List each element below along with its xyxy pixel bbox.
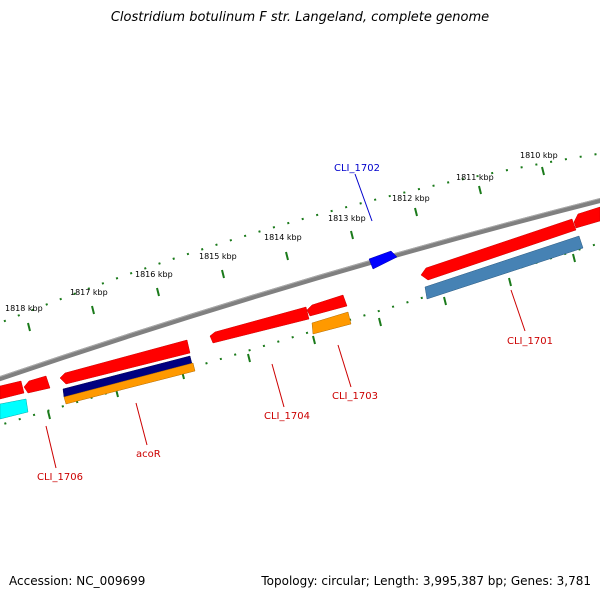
tick-label: 1816 kbp (135, 270, 173, 279)
gene-cli-1703-red[interactable] (306, 294, 348, 317)
gene-label-cli-1701[interactable]: CLI_1701 (507, 336, 553, 347)
genome-backbone-highlight (0, 198, 600, 378)
gene-cli-1706-red[interactable] (23, 375, 51, 394)
tick-label: 1812 kbp (392, 194, 430, 203)
topology-text: Topology: circular; Length: 3,995,387 bp… (261, 574, 591, 588)
gene-red-right-edge[interactable] (573, 206, 600, 229)
gene-cli-1704[interactable] (209, 306, 310, 344)
gene-cli-1703-orange[interactable] (311, 311, 352, 335)
red-gene-track (0, 206, 600, 400)
gene-cli-1701-red[interactable] (420, 218, 577, 281)
gene-cli-1701-steelblue[interactable] (424, 235, 584, 300)
tick-label: 1811 kbp (456, 173, 494, 182)
tick-label: 1810 kbp (520, 151, 558, 160)
outer-major-ticks (27, 166, 545, 332)
gene-label-cli-1704[interactable]: CLI_1704 (264, 411, 310, 422)
leader-lines (45, 173, 526, 469)
map-title: Clostridium botulinum F str. Langeland, … (110, 10, 490, 25)
inner-major-ticks (47, 253, 576, 420)
outer-scale-track (0, 152, 600, 325)
genome-backbone (0, 197, 600, 382)
gene-red-left-edge[interactable] (0, 380, 25, 400)
gene-label-cli-1703[interactable]: CLI_1703 (332, 391, 378, 402)
tick-label: 1814 kbp (264, 233, 302, 242)
accession-text: Accession: NC_009699 (9, 574, 146, 588)
gene-cli-1702[interactable] (368, 250, 398, 270)
tick-label: 1815 kbp (199, 252, 237, 261)
gene-acor-red[interactable] (59, 339, 191, 385)
tick-label: 1813 kbp (328, 214, 366, 223)
gene-label-cli-1706[interactable]: CLI_1706 (37, 472, 83, 483)
gene-acor-orange[interactable] (63, 362, 196, 405)
tick-label: 1817 kbp (70, 288, 108, 297)
gene-label-cli-1702[interactable]: CLI_1702 (334, 163, 380, 174)
tick-label: 1818 kbp (5, 304, 43, 313)
gene-label-acor[interactable]: acoR (136, 449, 161, 460)
gene-cyan-left-edge[interactable] (0, 398, 29, 420)
